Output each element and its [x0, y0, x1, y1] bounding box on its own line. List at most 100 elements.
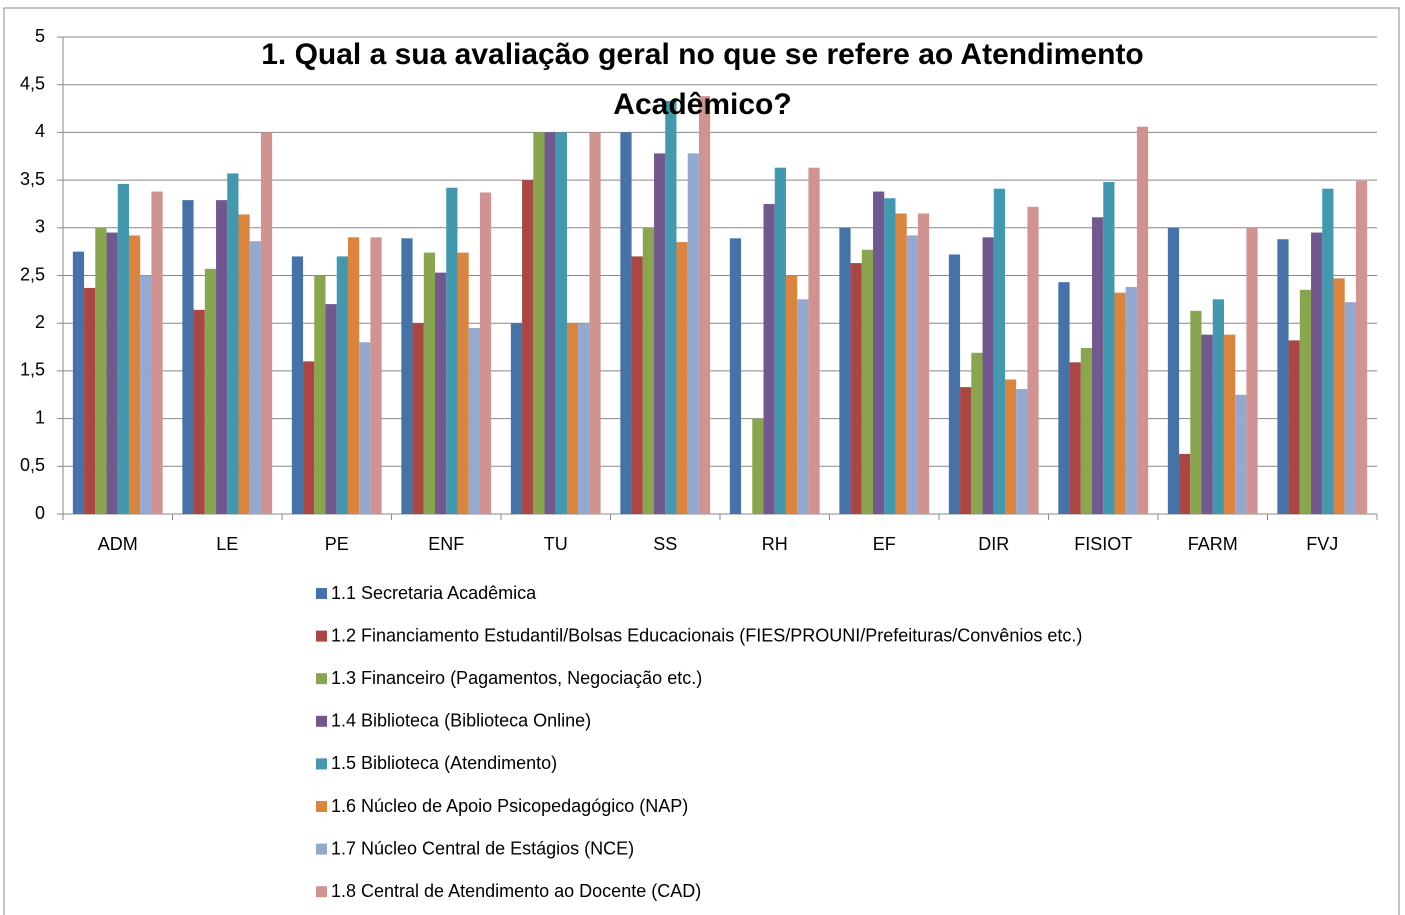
legend-label: 1.6 Núcleo de Apoio Psicopedagógico (NAP…: [331, 796, 688, 816]
bar: [555, 132, 567, 514]
bar: [654, 153, 666, 514]
bar: [182, 200, 194, 514]
bar: [423, 252, 436, 514]
bar: [260, 132, 273, 514]
bar: [676, 242, 688, 515]
y-tick-label: 1,5: [20, 360, 45, 380]
bar: [1223, 334, 1236, 514]
y-tick-label: 4: [35, 121, 45, 141]
legend-label: 1.4 Biblioteca (Biblioteca Online): [331, 711, 591, 731]
bar: [642, 227, 655, 515]
bar: [401, 238, 413, 514]
legend-swatch: [316, 758, 327, 770]
bar: [1136, 126, 1149, 515]
bar: [84, 287, 96, 514]
x-tick-label: EF: [873, 534, 896, 554]
x-tick-label: FVJ: [1306, 534, 1338, 554]
bar: [412, 323, 424, 514]
bar: [687, 153, 699, 514]
bar: [993, 188, 1005, 514]
bar: [291, 256, 304, 514]
bar: [1311, 232, 1323, 514]
bar: [1080, 348, 1093, 514]
y-tick-label: 5: [35, 26, 45, 46]
bar: [839, 227, 851, 515]
x-tick-label: TU: [544, 534, 568, 554]
bar: [151, 191, 163, 514]
bar: [589, 132, 601, 514]
bar: [665, 100, 677, 514]
bar: [620, 132, 632, 514]
x-tick-label: ENF: [428, 534, 464, 554]
legend-swatch: [316, 630, 327, 642]
bar: [238, 214, 250, 514]
bar: [1235, 394, 1247, 514]
bar: [468, 327, 480, 514]
bar: [1027, 206, 1039, 514]
legend-swatch: [316, 801, 327, 812]
bar: [1190, 310, 1202, 514]
bar: [303, 361, 315, 514]
bar: [797, 299, 809, 514]
legend-swatch: [316, 673, 327, 685]
bar: [861, 249, 874, 514]
x-tick-label: PE: [325, 534, 349, 554]
bar: [435, 272, 447, 514]
x-tick-label: ADM: [98, 534, 138, 554]
x-tick-label: DIR: [978, 534, 1009, 554]
bar: [971, 352, 983, 514]
y-tick-label: 2,5: [20, 264, 45, 284]
bar: [578, 323, 590, 514]
bar: [347, 237, 360, 514]
bar: [95, 227, 107, 515]
bar: [566, 323, 579, 514]
bar: [479, 192, 492, 514]
x-tick-label: RH: [762, 534, 788, 554]
bar: [314, 275, 326, 514]
bar: [906, 235, 918, 514]
bar: [1125, 286, 1137, 514]
bar: [1004, 379, 1017, 514]
bar: [1212, 299, 1224, 514]
y-tick-label: 0,5: [20, 455, 45, 475]
bar: [850, 263, 862, 514]
bar: [763, 203, 775, 514]
bar: [106, 232, 118, 514]
bar: [1058, 282, 1070, 514]
legend-swatch: [316, 715, 327, 727]
bar: [808, 167, 820, 514]
bar: [1201, 334, 1213, 514]
bar: [982, 237, 994, 514]
bar: [729, 238, 742, 514]
bar: [631, 256, 643, 514]
bar: [948, 254, 961, 514]
bar: [1333, 278, 1345, 514]
legend-label: 1.7 Núcleo Central de Estágios (NCE): [331, 838, 634, 858]
x-tick-label: LE: [216, 534, 238, 554]
chart-title: 1. Qual a sua avaliação geral no que se …: [261, 38, 1144, 121]
bar: [1069, 362, 1081, 514]
y-tick-label: 0: [35, 503, 45, 523]
bar: [510, 323, 523, 514]
bar: [193, 309, 205, 514]
bar: [1167, 227, 1180, 515]
bar: [140, 275, 152, 514]
bar: [1355, 181, 1368, 514]
bar: [1288, 340, 1300, 514]
y-tick-label: 3: [35, 217, 45, 237]
x-tick-label: FARM: [1188, 534, 1238, 554]
bar: [446, 187, 458, 514]
legend-swatch: [316, 886, 327, 898]
x-tick-label: FISIOT: [1074, 534, 1132, 554]
legend-swatch: [316, 843, 327, 855]
bar: [1092, 217, 1104, 514]
x-tick-label: SS: [653, 534, 677, 554]
bar: [204, 268, 217, 514]
bar: [249, 241, 261, 514]
bar: [533, 132, 545, 514]
bar: [72, 251, 85, 514]
legend-label: 1.8 Central de Atendimento ao Docente (C…: [331, 881, 701, 901]
chart-border: [3, 7, 1400, 915]
